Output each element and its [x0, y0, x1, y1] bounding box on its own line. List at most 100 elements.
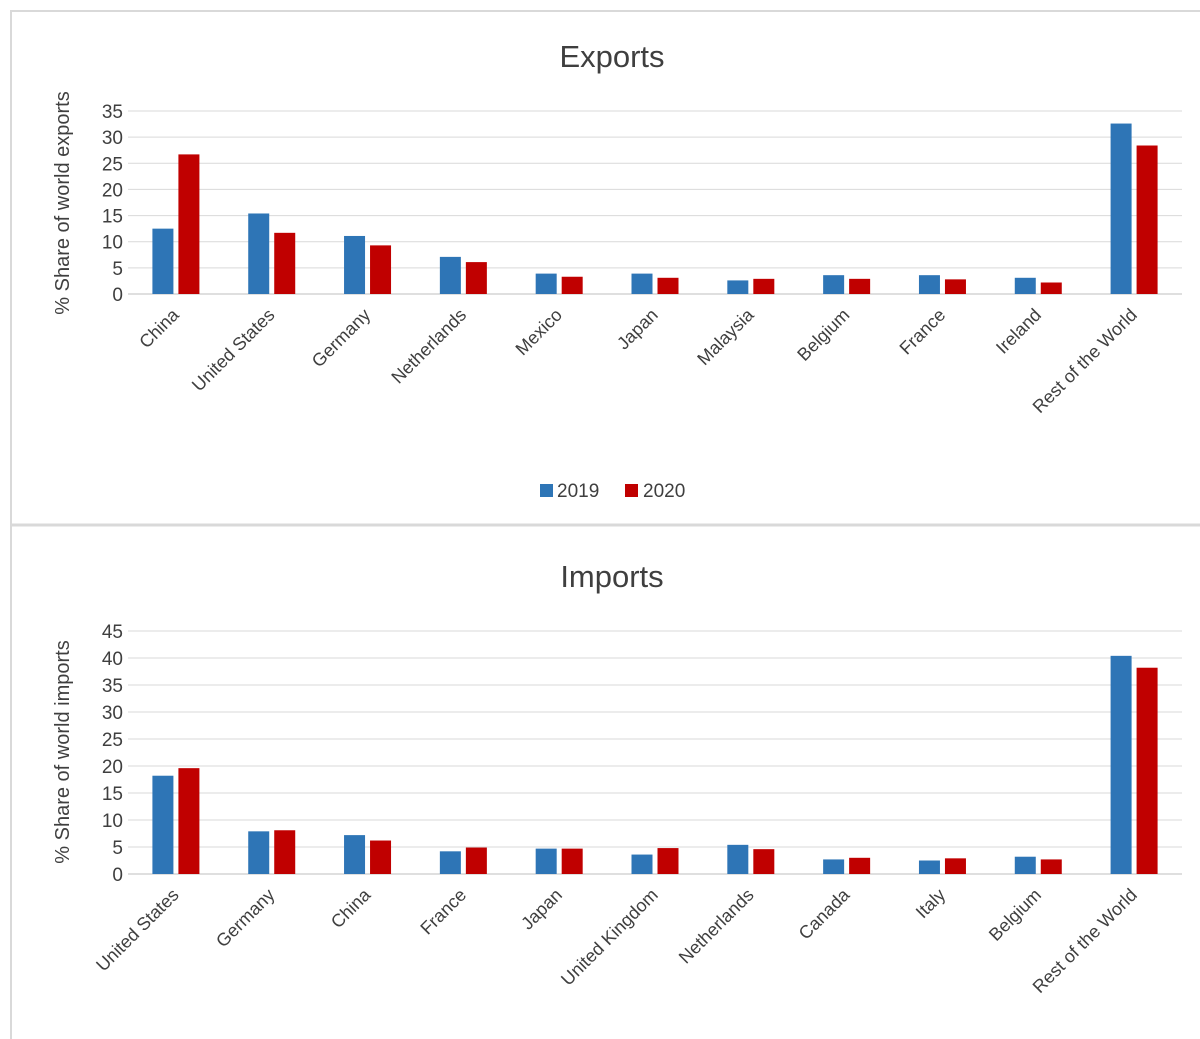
x-tick-labels: United States Germany China France JapanUnit…	[92, 884, 1141, 997]
x-tick-label: Japan	[613, 305, 662, 354]
bar-2019-belgium	[1014, 856, 1036, 874]
legend-label-2019: 2019	[557, 481, 599, 502]
x-tick-label: Ireland	[992, 305, 1045, 358]
x-tick-label: Germany	[212, 885, 278, 951]
x-tick-label: Italy	[912, 885, 949, 922]
y-tick-label: 25	[102, 154, 123, 175]
x-tick-label: United States	[92, 885, 183, 976]
x-tick-label: Germany	[308, 305, 374, 371]
y-tick-label: 20	[102, 757, 123, 778]
x-tick-label: China	[135, 304, 183, 352]
legend-label-2020: 2020	[643, 481, 685, 502]
legend-swatch-2019	[540, 484, 553, 497]
bar-2020-france	[944, 279, 966, 294]
bar-2020-germany	[274, 830, 296, 874]
y-tick-label: 10	[102, 811, 123, 832]
y-tick-label: 10	[102, 233, 123, 254]
bar-2020-japan	[657, 277, 679, 294]
x-tick-label: France	[896, 305, 950, 359]
x-tick-label: Netherlands	[675, 885, 758, 968]
x-tick-label: Rest of the World	[1029, 305, 1141, 417]
bar-2019-japan	[535, 848, 557, 874]
y-axis-label: % Share of world imports	[52, 640, 74, 863]
x-tick-label: Mexico	[512, 305, 566, 359]
bar-2019-netherlands	[439, 256, 461, 294]
bar-2020-united-states	[274, 232, 296, 294]
y-tick-label: 45	[102, 622, 123, 643]
y-tick-label: 0	[112, 865, 123, 886]
x-tick-label: Netherlands	[387, 305, 470, 388]
bar-2020-china	[370, 840, 392, 874]
bar-2020-france	[465, 847, 487, 874]
x-tick-label: China	[327, 884, 375, 932]
bar-2020-japan	[561, 848, 583, 874]
bar-2019-belgium	[823, 275, 845, 294]
y-tick-label: 0	[112, 285, 123, 306]
exports-chart: Exports % Share of world exports 0 5 10 15 2…	[52, 39, 1182, 502]
bar-2020-italy	[944, 858, 966, 874]
bar-2019-netherlands	[727, 844, 749, 874]
legend-swatch-2020	[625, 484, 638, 497]
bar-2019-china	[344, 835, 366, 874]
bar-2019-germany	[248, 831, 270, 874]
bar-2019-france	[918, 275, 940, 294]
bar-2019-united-states	[152, 775, 174, 874]
bar-2020-netherlands	[465, 262, 487, 294]
x-tick-label: United Kingdom	[557, 885, 662, 990]
chart-title: Exports	[559, 39, 664, 74]
bar-2020-germany	[370, 245, 392, 294]
y-tick-labels: 0 5 10 15 20 25 30 35	[102, 102, 123, 306]
bars	[152, 123, 1158, 294]
y-tick-labels: 0 5 10 15 20 25 30 35 40 45	[102, 622, 123, 886]
bar-2020-belgium	[1040, 859, 1062, 874]
x-tick-label: Belgium	[793, 305, 853, 365]
y-tick-label: 15	[102, 784, 123, 805]
y-tick-label: 30	[102, 703, 123, 724]
bar-2019-malaysia	[727, 280, 749, 294]
bar-2019-japan	[631, 273, 653, 294]
bar-2020-ireland	[1040, 282, 1062, 294]
x-tick-label: Belgium	[985, 885, 1045, 945]
chart-frame	[10, 10, 1200, 1039]
y-tick-label: 15	[102, 207, 123, 228]
bar-2020-canada	[849, 857, 871, 874]
bar-2019-ireland	[1014, 277, 1036, 294]
bar-2019-united-kingdom	[631, 854, 653, 874]
bar-2020-rest-of-the-world	[1136, 667, 1158, 874]
gridlines	[128, 110, 1182, 295]
imports-chart: Imports % Share of world imports 0 5 10 15 2…	[52, 559, 1182, 997]
x-tick-label: United States	[188, 305, 279, 396]
bar-2019-mexico	[535, 273, 557, 294]
y-tick-label: 35	[102, 102, 123, 123]
bar-2020-belgium	[849, 278, 871, 294]
bar-2019-canada	[823, 859, 845, 874]
gridlines	[128, 630, 1182, 875]
bar-2020-united-kingdom	[657, 848, 679, 874]
bar-2019-france	[439, 851, 461, 874]
x-tick-label: Malaysia	[693, 304, 758, 369]
bar-2020-rest-of-the-world	[1136, 145, 1158, 294]
bar-2019-china	[152, 228, 174, 294]
x-tick-label: France	[416, 885, 470, 939]
x-tick-label: Japan	[517, 885, 566, 934]
chart-title: Imports	[560, 559, 663, 594]
bar-2019-united-states	[248, 213, 270, 294]
y-tick-label: 20	[102, 180, 123, 201]
y-tick-label: 5	[112, 259, 123, 280]
bars	[152, 655, 1158, 874]
legend: 2019 2020	[540, 481, 685, 502]
bar-2020-united-states	[178, 768, 200, 874]
bar-2019-rest-of-the-world	[1110, 655, 1132, 874]
y-axis-label: % Share of world exports	[52, 91, 74, 314]
bar-2019-rest-of-the-world	[1110, 123, 1132, 294]
x-tick-labels: China United States Germany Netherlands Mexi…	[135, 304, 1141, 417]
y-tick-label: 30	[102, 128, 123, 149]
bar-2019-italy	[918, 860, 940, 874]
bar-2020-netherlands	[753, 849, 775, 874]
bar-2020-china	[178, 154, 200, 294]
bar-2020-malaysia	[753, 278, 775, 294]
y-tick-label: 5	[112, 838, 123, 859]
bar-2019-germany	[344, 235, 366, 294]
x-tick-label: Rest of the World	[1029, 885, 1141, 997]
